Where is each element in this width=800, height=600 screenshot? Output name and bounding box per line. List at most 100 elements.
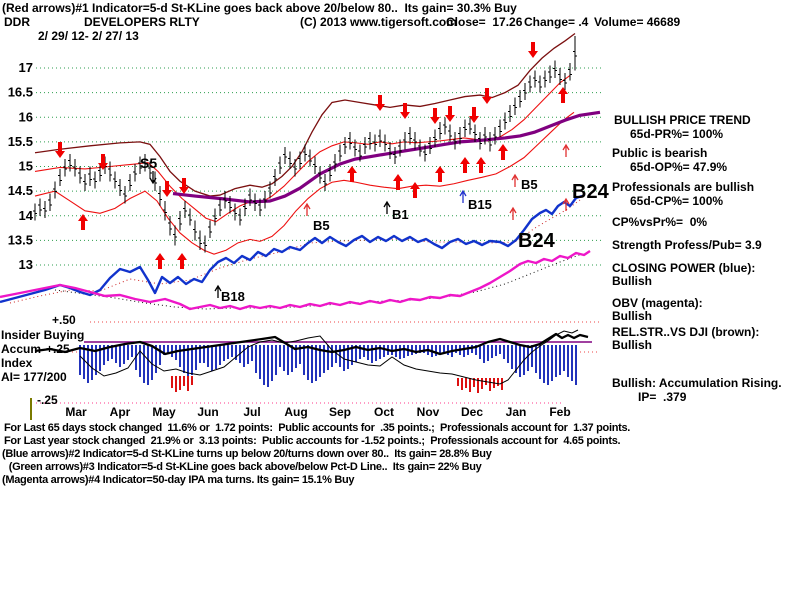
price-tick-label: 15.5: [8, 134, 33, 149]
thin-red-up-arrow-icon: [303, 202, 311, 216]
price-tick-label: 14: [19, 208, 34, 223]
month-label: Sep: [329, 405, 351, 419]
thin-red-up-arrow-icon: [509, 206, 517, 220]
accumulation-status: Bullish: Accumulation Rising.: [612, 376, 782, 390]
signal-annotation-label: B5: [313, 218, 330, 233]
month-label: Feb: [549, 405, 570, 419]
red-sell-arrow-icon: [55, 142, 65, 158]
red-sell-arrow-icon: [469, 107, 479, 123]
plus25-label: +.25: [46, 342, 70, 356]
company-name: DEVELOPERS RLTY: [84, 15, 200, 29]
thin-red-up-arrow-icon: [562, 143, 570, 157]
signal-4-description: (Magenta arrows)#4 Indicator=50-day IPA …: [2, 474, 355, 486]
signal-annotation-label: B1: [392, 207, 409, 222]
red-sell-arrow-icon: [445, 106, 455, 122]
ticker-symbol: DDR: [4, 15, 30, 29]
obv-label: OBV (magenta):: [612, 296, 703, 310]
thin-black-down-arrow-icon: [149, 171, 157, 185]
month-label: Mar: [65, 405, 87, 419]
close-value: Close= 17.26: [446, 15, 523, 29]
red-buy-arrow-icon: [155, 253, 165, 269]
red-sell-arrow-icon: [162, 181, 172, 197]
relstr-label: REL.STR..VS DJI (brown):: [612, 325, 760, 339]
obv-ma-dotted-line: [54, 253, 583, 310]
price-tick-label: 14.5: [8, 183, 33, 198]
ai-value-label: AI= 177/200: [1, 370, 67, 384]
cp-percent: 65d-CP%= 100%: [630, 194, 724, 208]
obv-status: Bullish: [612, 309, 653, 323]
red-buy-arrow-icon: [558, 87, 568, 103]
price-trend-status: BULLISH PRICE TREND: [614, 113, 751, 127]
upper-band-line: [34, 33, 576, 197]
thin-red-up-arrow-icon: [562, 197, 570, 211]
signal-2-description: (Blue arrows)#2 Indicator=5-d St-KLine t…: [2, 448, 492, 460]
date-range: 2/ 29/ 12- 2/ 27/ 13: [38, 29, 139, 43]
red-sell-arrow-icon: [375, 95, 385, 111]
month-label: Apr: [110, 405, 131, 419]
closing-power-ma-dotted-line: [9, 199, 581, 304]
month-label: Jul: [243, 405, 260, 419]
signal-annotation-label: B24: [518, 230, 556, 252]
closing-power-status: Bullish: [612, 274, 653, 288]
month-label: Dec: [461, 405, 483, 419]
insider-thin-line: [79, 329, 579, 385]
red-buy-arrow-icon: [177, 253, 187, 269]
red-buy-arrow-icon: [498, 144, 508, 160]
price-tick-label: 17: [19, 60, 33, 75]
red-sell-arrow-icon: [482, 88, 492, 104]
red-buy-arrow-icon: [476, 157, 486, 173]
pr-percent: 65d-PR%= 100%: [630, 127, 724, 141]
insider-buying-label: Insider Buying: [1, 328, 85, 342]
red-buy-arrow-icon: [460, 157, 470, 173]
red-buy-arrow-icon: [393, 174, 403, 190]
signal-annotation-label: S5: [140, 155, 157, 171]
signal-annotation-label: B24: [572, 181, 610, 203]
lower-band-line: [34, 111, 575, 255]
index-label: Index: [1, 356, 33, 370]
price-tick-label: 13.5: [8, 232, 33, 247]
signal-annotation-label: B5: [521, 177, 538, 192]
public-status: Public is bearish: [612, 146, 708, 160]
red-sell-arrow-icon: [400, 103, 410, 119]
minus25-label: -.25: [37, 393, 58, 407]
thin-black-up-arrow-icon: [383, 200, 391, 214]
month-label: Jun: [197, 405, 218, 419]
thin-black-up-arrow-icon: [214, 284, 222, 298]
month-label: Aug: [284, 405, 307, 419]
red-buy-arrow-icon: [347, 166, 357, 182]
ip-value: IP= .379: [638, 390, 687, 404]
obv-line: [0, 250, 591, 311]
signal-3-description: (Green arrows)#3 Indicator=5-d St-KLine …: [6, 461, 482, 473]
thin-red-up-arrow-icon: [511, 173, 519, 187]
red-sell-arrow-icon: [179, 178, 189, 194]
stats-65day-line: For Last 65 days stock changed 11.6% or …: [4, 422, 631, 434]
price-tick-label: 16.5: [8, 85, 33, 100]
signal-1-description: (Red arrows)#1 Indicator=5-d St-KLine go…: [2, 1, 517, 15]
signal-annotation-label: B15: [468, 197, 492, 212]
volume-value: Volume= 46689: [594, 15, 681, 29]
price-tick-label: 13: [19, 257, 33, 272]
red-buy-arrow-icon: [78, 214, 88, 230]
red-buy-arrow-icon: [410, 182, 420, 198]
month-label: Oct: [374, 405, 394, 419]
month-label: Nov: [417, 405, 440, 419]
strength-ratio: Strength Profess/Pub= 3.9: [612, 238, 762, 252]
moving-average-line: [172, 110, 601, 204]
month-label: May: [152, 405, 176, 419]
cp-vs-pr: CP%vsPr%= 0%: [612, 215, 708, 229]
closing-power-label: CLOSING POWER (blue):: [612, 261, 756, 275]
red-sell-arrow-icon: [98, 154, 108, 170]
thin-blue-up-arrow-icon: [459, 189, 467, 203]
closing-power-line: [0, 194, 583, 304]
price-tick-label: 15: [19, 159, 33, 174]
month-label: Jan: [506, 405, 527, 419]
relstr-status: Bullish: [612, 338, 653, 352]
price-tick-label: 16: [19, 109, 33, 124]
accumulation-index-line: [34, 332, 589, 356]
axis-origin-tick: [30, 398, 32, 420]
copyright-text: (C) 2013 www.tigersoft.com: [300, 15, 457, 29]
signal-annotation-label: B18: [221, 289, 245, 304]
op-percent: 65d-OP%= 47.9%: [630, 160, 728, 174]
